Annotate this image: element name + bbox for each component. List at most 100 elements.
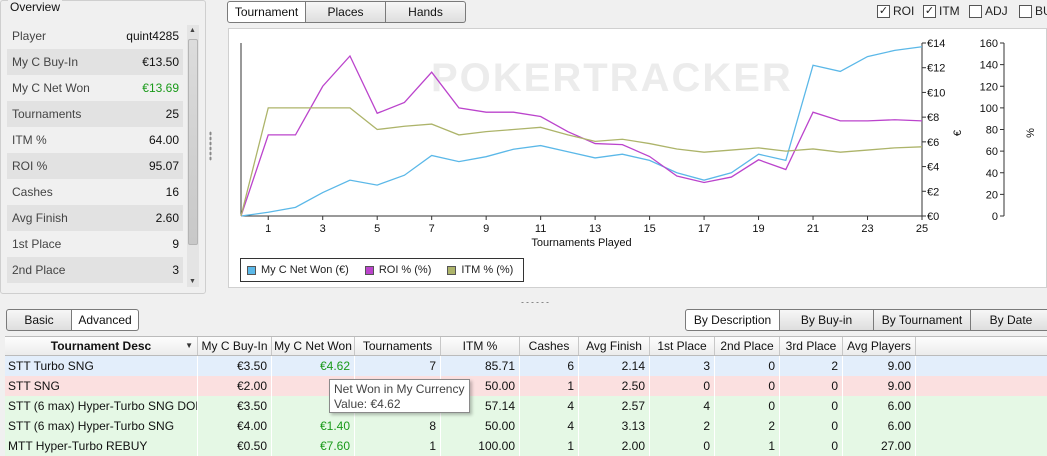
column-header[interactable]: Cashes <box>520 337 579 355</box>
legend-item: ROI % (%) <box>364 264 431 276</box>
x-tick-label: 7 <box>429 223 435 235</box>
left-y-tick-label: €8 <box>927 112 939 124</box>
vertical-splitter-grip[interactable] <box>209 131 212 161</box>
left-y-tick-label: €10 <box>927 87 945 99</box>
column-header-label: Cashes <box>528 339 570 353</box>
table-body: STT Turbo SNG €3.50 €4.62 7 85.71 6 2.14 3 0 2 9.0… <box>5 356 1047 456</box>
right-y-tick-label: 140 <box>980 60 998 72</box>
overview-row-value: quint4285 <box>126 29 179 43</box>
table-cell: 2.14 <box>579 356 650 376</box>
table-cell: €3.50 <box>198 356 272 376</box>
x-tick-label: 25 <box>916 223 928 235</box>
overview-row-value: 2.60 <box>155 211 179 225</box>
tooltip-title: Net Won in My Currency <box>334 382 465 396</box>
table-cell: 27.00 <box>843 436 916 456</box>
horizontal-splitter-grip[interactable] <box>520 301 550 304</box>
left-y-tick-label: €14 <box>927 38 945 50</box>
group-tabs: By Description By Buy-in By Tournament By D… <box>685 309 1047 331</box>
toggle-itm[interactable]: ✓ ITM <box>923 4 960 18</box>
toggle-bu[interactable]: BU <box>1019 4 1047 18</box>
table-cell: 0 <box>650 376 715 396</box>
column-header[interactable]: ITM % <box>441 337 520 355</box>
sort-desc-icon[interactable]: ▼ <box>185 341 193 350</box>
group-tab-by-buy-in[interactable]: By Buy-in <box>780 309 874 331</box>
detail-tabs: Basic Advanced <box>6 309 139 331</box>
toggle-label: ADJ <box>985 4 1008 18</box>
column-header[interactable]: My C Buy-In <box>198 337 272 355</box>
checkbox-icon[interactable] <box>1019 4 1032 18</box>
overview-stats-list: Player quint4285 My C Buy-In €13.50 My C Net… <box>7 23 183 283</box>
table-cell: STT Turbo SNG <box>5 356 198 376</box>
right-y-tick-label: 20 <box>986 189 998 201</box>
column-header[interactable]: Tournaments <box>355 337 441 355</box>
column-header[interactable]: 3rd Place <box>780 337 843 355</box>
overview-row-value: 95.07 <box>148 159 179 173</box>
group-tab-by-tournament[interactable]: By Tournament <box>874 309 971 331</box>
scroll-down-arrow-icon[interactable]: ▼ <box>189 278 196 285</box>
table-cell: 1 <box>715 436 780 456</box>
legend-swatch <box>364 265 374 275</box>
checkbox-icon[interactable]: ✓ <box>923 4 936 18</box>
table-cell: 85.71 <box>441 356 520 376</box>
table-cell: 50.00 <box>441 376 520 396</box>
table-cell: €7.60 <box>272 436 355 456</box>
table-cell: 0 <box>650 436 715 456</box>
toggle-roi[interactable]: ✓ ROI <box>877 4 914 18</box>
overview-row-value: €13.69 <box>142 81 179 95</box>
table-header-row: Tournament Desc ▼ My C Buy-In My C Net Won T… <box>5 336 1047 356</box>
table-row[interactable]: STT (6 max) Hyper-Turbo SNG €4.00 €1.40 8 50… <box>5 416 1047 436</box>
tab-tournament[interactable]: Tournament <box>227 1 306 23</box>
tournament-table: Tournament Desc ▼ My C Buy-In My C Net Won T… <box>5 336 1047 456</box>
group-tab-by-date[interactable]: By Date <box>971 309 1047 331</box>
toggle-adj[interactable]: ADJ <box>969 4 1008 18</box>
view-tabs: Tournament Places Hands <box>227 1 466 23</box>
table-cell: 50.00 <box>441 416 520 436</box>
overview-scrollbar[interactable]: ▲ ▼ <box>187 25 199 287</box>
table-row[interactable]: STT SNG €2.00 50.00 1 2.50 0 0 0 9.00 <box>5 376 1047 396</box>
column-header-label: 3rd Place <box>785 339 837 353</box>
overview-row-value: €13.50 <box>142 55 179 69</box>
overview-row: Avg Finish 2.60 <box>7 205 183 231</box>
column-header-label: Avg Finish <box>586 339 642 353</box>
tooltip-value: Value: €4.62 <box>334 397 401 411</box>
table-cell: 9.00 <box>843 376 916 396</box>
table-cell: 7 <box>355 356 441 376</box>
checkbox-icon[interactable]: ✓ <box>877 4 890 18</box>
column-header[interactable]: 2nd Place <box>715 337 780 355</box>
left-y-tick-label: €6 <box>927 137 939 149</box>
table-row[interactable]: STT Turbo SNG €3.50 €4.62 7 85.71 6 2.14 3 0 2 9.0… <box>5 356 1047 376</box>
scroll-up-arrow-icon[interactable]: ▲ <box>189 27 196 34</box>
overview-row: Player quint4285 <box>7 23 183 49</box>
tab-places[interactable]: Places <box>306 1 386 23</box>
table-cell: STT SNG <box>5 376 198 396</box>
overview-row-value: 9 <box>172 237 179 251</box>
column-header[interactable]: 1st Place <box>650 337 715 355</box>
checkbox-icon[interactable] <box>969 4 982 18</box>
group-tab-by-description[interactable]: By Description <box>685 309 780 331</box>
column-header[interactable]: Avg Players <box>843 337 916 355</box>
table-row[interactable]: STT (6 max) Hyper-Turbo SNG DON €3.50 57.1… <box>5 396 1047 416</box>
table-cell: 0 <box>780 376 843 396</box>
table-cell: 0 <box>780 396 843 416</box>
x-tick-label: 23 <box>861 223 873 235</box>
overview-row-label: 1st Place <box>12 237 62 251</box>
table-row[interactable]: MTT Hyper-Turbo REBUY €0.50 €7.60 1 100.00 1 2… <box>5 436 1047 456</box>
x-tick-label: 3 <box>320 223 326 235</box>
overview-row-label: Player <box>12 29 47 43</box>
overview-row-value: 25 <box>165 107 179 121</box>
column-header[interactable]: My C Net Won <box>272 337 355 355</box>
left-y-axis-title: € <box>952 130 964 136</box>
tab-basic[interactable]: Basic <box>6 309 72 331</box>
right-y-tick-label: 80 <box>986 125 998 137</box>
table-cell: 9.00 <box>843 356 916 376</box>
column-header[interactable]: Tournament Desc ▼ <box>5 337 198 355</box>
x-axis-title: Tournaments Played <box>531 237 631 249</box>
table-cell: 6 <box>520 356 579 376</box>
column-header[interactable]: Avg Finish <box>579 337 650 355</box>
scrollbar-thumb[interactable] <box>188 39 198 245</box>
right-y-tick-label: 100 <box>980 103 998 115</box>
table-cell: 1 <box>520 436 579 456</box>
tab-hands[interactable]: Hands <box>386 1 466 23</box>
overview-panel: Overview Player quint4285 My C Buy-In €13.5… <box>0 0 206 294</box>
tab-advanced[interactable]: Advanced <box>72 309 139 331</box>
